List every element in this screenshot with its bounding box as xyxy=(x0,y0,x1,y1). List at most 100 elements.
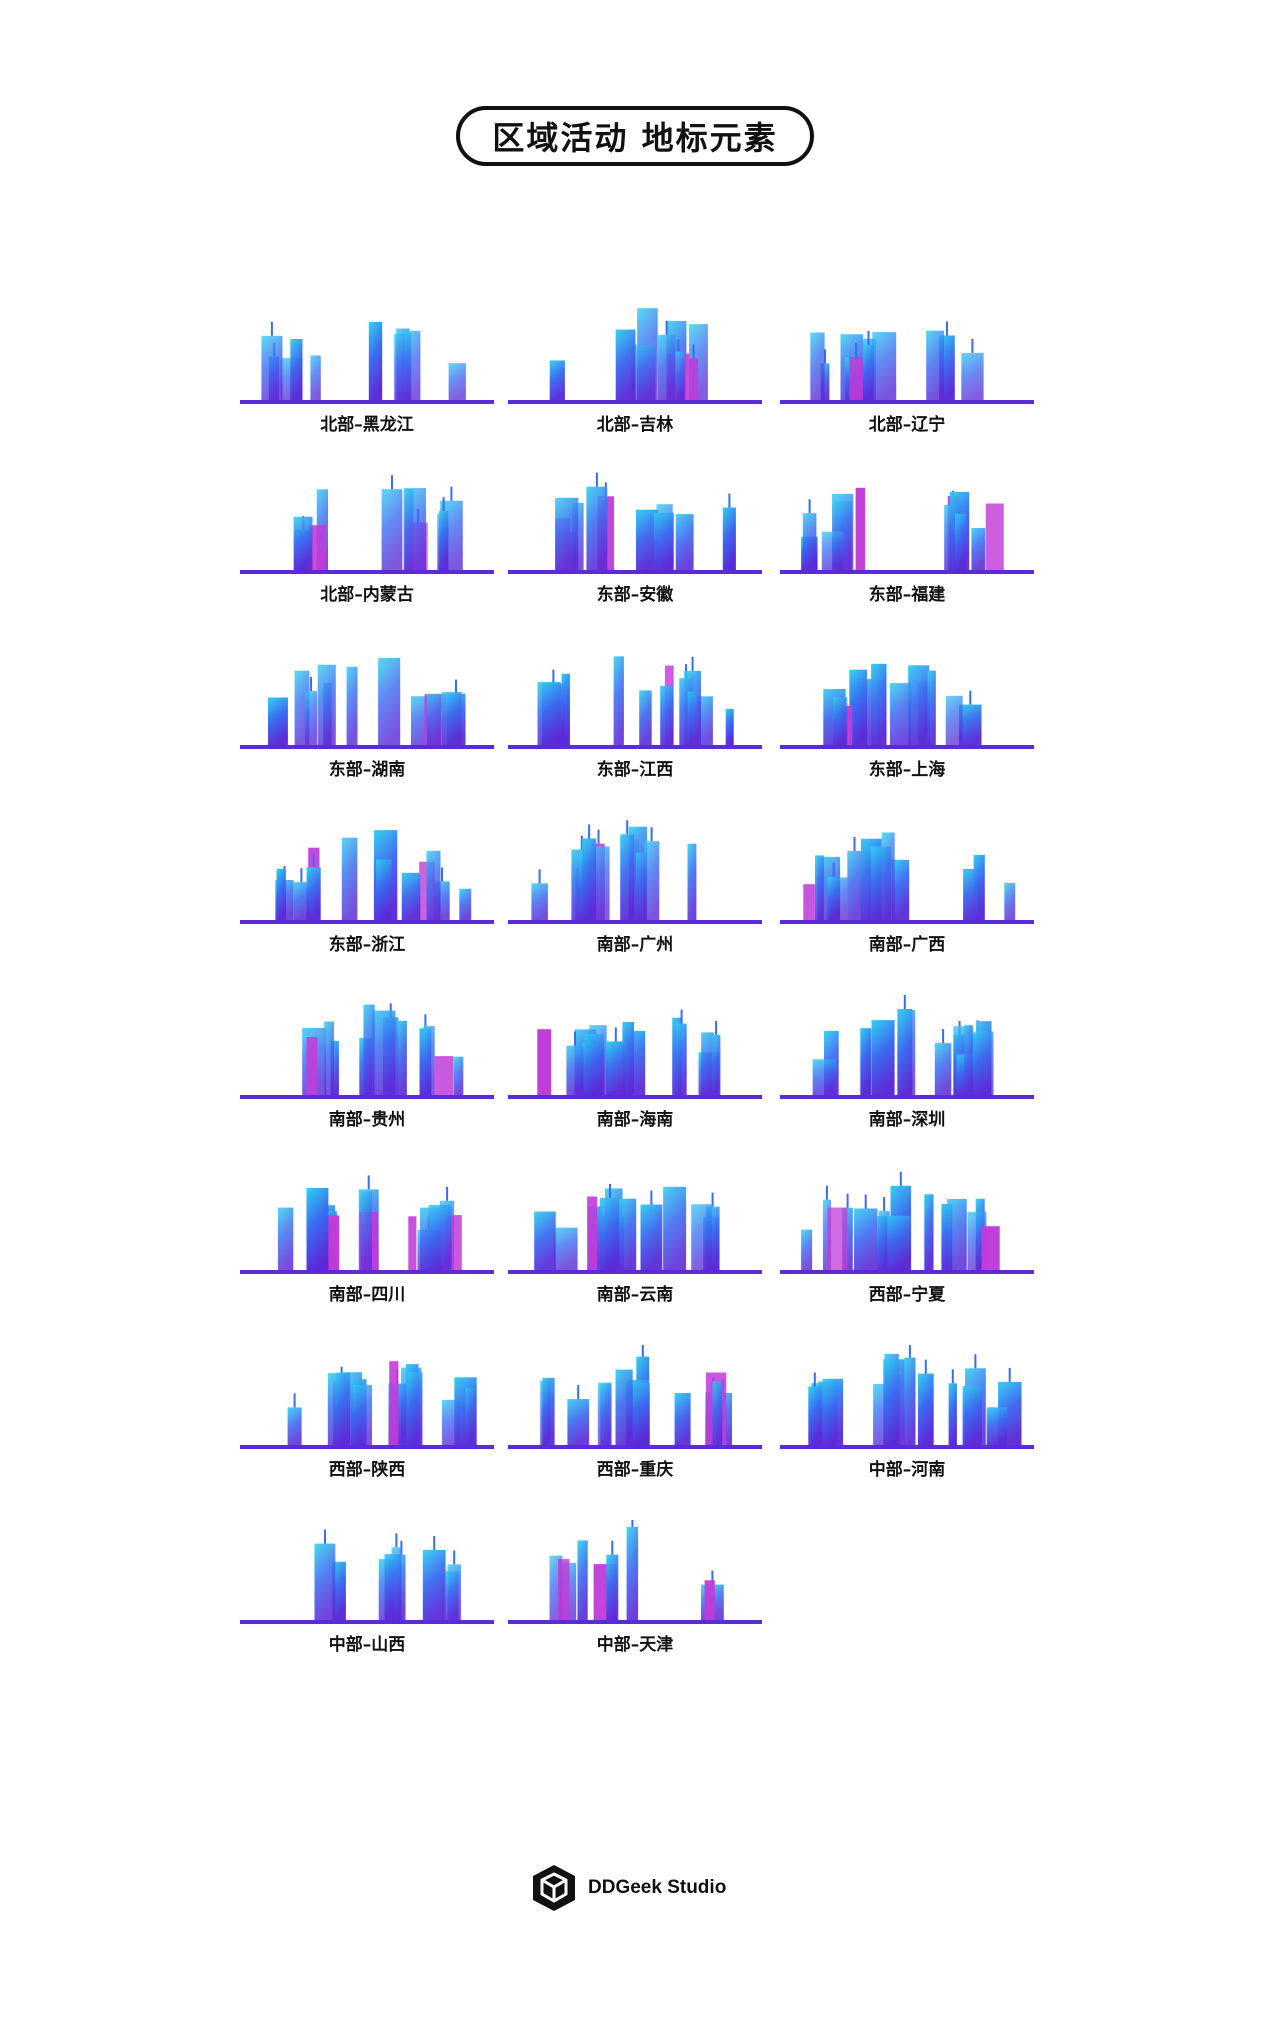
building xyxy=(820,363,830,400)
building xyxy=(404,330,421,400)
building xyxy=(401,872,421,920)
building xyxy=(537,1029,552,1095)
skyline-illustration xyxy=(240,657,494,749)
building xyxy=(981,1226,1000,1270)
spire xyxy=(441,867,443,882)
building xyxy=(306,1188,329,1270)
skyline-illustration xyxy=(240,321,494,404)
building xyxy=(810,332,825,400)
spire xyxy=(300,868,303,883)
spire xyxy=(946,321,948,336)
landmark-card: 南部–云南 xyxy=(500,1170,770,1310)
building xyxy=(378,657,401,745)
ground-line xyxy=(780,1095,1034,1099)
spire xyxy=(971,338,974,353)
building xyxy=(346,666,358,745)
building xyxy=(962,1386,982,1445)
spire xyxy=(442,497,445,512)
landmark-label: 西部–重庆 xyxy=(596,1460,674,1480)
building xyxy=(332,1561,346,1620)
landmark-label: 东部–上海 xyxy=(868,760,946,780)
spire xyxy=(924,1359,927,1374)
spire xyxy=(974,1354,977,1369)
landmark-label: 南部–深圳 xyxy=(868,1110,946,1130)
building xyxy=(605,1041,626,1095)
spire xyxy=(855,343,858,357)
building xyxy=(555,497,579,570)
building xyxy=(314,1543,336,1620)
spire xyxy=(597,829,600,844)
landmark-card: 西部–宁夏 xyxy=(772,1170,1042,1310)
building xyxy=(620,834,635,920)
building xyxy=(1004,883,1016,920)
building xyxy=(891,859,910,920)
ground-line xyxy=(240,1095,494,1099)
building xyxy=(582,838,597,920)
landmark-label: 东部–江西 xyxy=(596,760,674,780)
spire xyxy=(883,1197,886,1212)
building xyxy=(822,1199,831,1270)
building xyxy=(676,1023,687,1095)
spire xyxy=(450,486,453,501)
spire xyxy=(813,1372,816,1387)
skyline-illustration xyxy=(780,1345,1034,1449)
spire xyxy=(552,669,555,684)
spire xyxy=(538,869,541,884)
landmark-card: 中部–天津 xyxy=(500,1520,770,1660)
ground-line xyxy=(780,400,1034,404)
building xyxy=(924,1194,934,1270)
spire xyxy=(650,827,653,842)
landmark-card: 中部–山西 xyxy=(232,1520,502,1660)
building xyxy=(904,1357,916,1445)
building xyxy=(827,1207,848,1270)
building xyxy=(558,1559,570,1620)
spire xyxy=(867,330,870,345)
building xyxy=(434,1056,454,1095)
skyline-illustration xyxy=(508,1520,762,1624)
building xyxy=(883,1359,905,1445)
landmark-card: 南部–四川 xyxy=(232,1170,502,1310)
spire xyxy=(641,1345,644,1357)
building xyxy=(261,335,283,400)
landmark-label: 东部–安徽 xyxy=(596,585,674,605)
building xyxy=(309,525,327,570)
spire xyxy=(665,320,668,335)
landmark-card: 东部–上海 xyxy=(772,645,1042,785)
skyline-illustration xyxy=(780,321,1034,404)
building xyxy=(584,1034,604,1095)
building xyxy=(352,1384,372,1445)
building xyxy=(293,882,310,920)
spire xyxy=(951,1369,954,1384)
building xyxy=(663,1186,687,1270)
skyline-illustration xyxy=(240,1529,494,1624)
spire xyxy=(595,472,598,487)
landmark-card: 东部–湖南 xyxy=(232,645,502,785)
landmark-card: 北部–黑龙江 xyxy=(232,300,502,440)
skyline-illustration xyxy=(508,820,762,924)
landmark-label: 南部–广州 xyxy=(596,935,674,955)
landmark-card: 南部–广州 xyxy=(500,820,770,960)
skyline-illustration xyxy=(780,487,1034,574)
building xyxy=(985,503,1004,570)
building xyxy=(445,1571,459,1620)
skyline-illustration xyxy=(508,472,762,574)
building xyxy=(635,852,647,920)
building xyxy=(973,854,985,920)
building xyxy=(341,837,358,920)
building xyxy=(537,681,561,745)
landmark-card: 南部–深圳 xyxy=(772,995,1042,1135)
ground-line xyxy=(780,1270,1034,1274)
building xyxy=(821,531,843,570)
building xyxy=(317,664,336,745)
building xyxy=(422,1550,446,1620)
landmark-card: 东部–安徽 xyxy=(500,470,770,610)
building xyxy=(812,1059,837,1095)
building xyxy=(855,487,866,570)
landmark-card: 东部–江西 xyxy=(500,645,770,785)
building xyxy=(368,322,383,400)
building xyxy=(687,843,697,920)
building xyxy=(698,696,713,745)
building xyxy=(378,1559,395,1620)
building xyxy=(540,1380,551,1445)
landmark-label: 北部–吉林 xyxy=(596,415,674,435)
